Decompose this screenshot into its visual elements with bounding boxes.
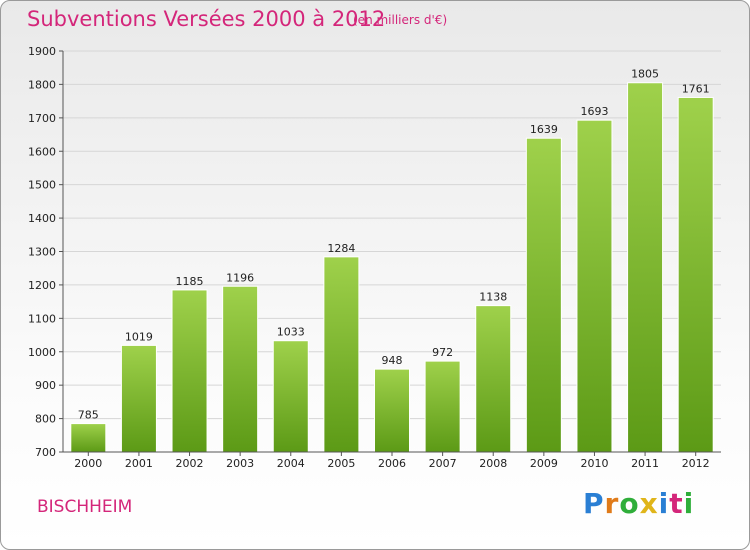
data-label-2008: 1138 [479, 291, 507, 304]
chart-title: Subventions Versées 2000 à 2012 [27, 7, 386, 31]
axes: 700 800 900 1000 1100 1200 1300 1400 1500 1600 170… [28, 45, 721, 470]
bar-2008[interactable] [475, 305, 512, 453]
bar-2006[interactable] [374, 368, 410, 453]
data-label-2004: 1033 [277, 326, 305, 339]
bar-2001[interactable] [120, 344, 157, 453]
bars: 785 1019 1185 1196 1033 1284 948 972 1138 1639 169… [70, 68, 714, 453]
y-tick-label: 900 [35, 379, 56, 392]
chart-subtitle: (en milliers d'€) [353, 13, 448, 27]
bar-2009[interactable] [525, 137, 562, 453]
y-tick-label: 1000 [28, 346, 56, 359]
bar-2003[interactable] [222, 285, 259, 453]
x-tick-label-2005: 2005 [327, 457, 355, 470]
y-tick-label: 1800 [28, 78, 56, 91]
bar-2011[interactable] [627, 82, 664, 453]
logo-letter: t [669, 487, 684, 520]
data-label-2002: 1185 [176, 275, 204, 288]
bar-2002[interactable] [171, 289, 208, 453]
y-tick-label: 1400 [28, 212, 56, 225]
bar-2012[interactable] [677, 96, 714, 453]
x-tick-label-2011: 2011 [631, 457, 659, 470]
x-tick-label-2009: 2009 [530, 457, 558, 470]
y-tick-label: 1500 [28, 179, 56, 192]
logo-letter: r [604, 487, 620, 520]
y-tick-label: 1900 [28, 45, 56, 58]
x-tick-label-2002: 2002 [176, 457, 204, 470]
data-label-2012: 1761 [682, 82, 710, 95]
logo-letter: i [683, 487, 695, 520]
x-tick-label-2008: 2008 [479, 457, 507, 470]
y-tick-label: 1600 [28, 145, 56, 158]
y-tick-label: 1300 [28, 246, 56, 259]
x-tick-label-2004: 2004 [277, 457, 305, 470]
logo-letter: i [658, 487, 670, 520]
x-tick-label-2012: 2012 [682, 457, 710, 470]
data-label-2010: 1693 [580, 105, 608, 118]
logo-letter: o [619, 487, 640, 520]
x-tick-label-2001: 2001 [125, 457, 153, 470]
y-tick-label: 700 [35, 446, 56, 459]
x-tick-label-2000: 2000 [74, 457, 102, 470]
bar-2007[interactable] [424, 360, 461, 453]
y-tick-label: 1100 [28, 312, 56, 325]
data-label-2000: 785 [78, 409, 99, 422]
data-label-2007: 972 [432, 346, 453, 359]
data-label-2009: 1639 [530, 123, 558, 136]
y-tick-label: 800 [35, 413, 56, 426]
bar-2005[interactable] [323, 256, 360, 453]
y-tick-label: 1700 [28, 112, 56, 125]
logo-letter: x [639, 487, 659, 520]
data-label-2006: 948 [382, 354, 403, 367]
city-name: BISCHHEIM [37, 497, 133, 517]
data-label-2001: 1019 [125, 330, 153, 343]
data-label-2011: 1805 [631, 68, 659, 81]
x-tick-label-2010: 2010 [580, 457, 608, 470]
data-label-2005: 1284 [327, 242, 355, 255]
x-tick-label-2006: 2006 [378, 457, 406, 470]
logo-letter: P [583, 487, 605, 520]
bar-2004[interactable] [272, 340, 309, 453]
x-tick-label-2003: 2003 [226, 457, 254, 470]
bar-2000[interactable] [70, 423, 107, 453]
proxiti-logo[interactable]: Proxiti [583, 487, 694, 520]
data-label-2003: 1196 [226, 271, 254, 284]
x-tick-label-2007: 2007 [429, 457, 457, 470]
y-tick-label: 1200 [28, 279, 56, 292]
bar-2010[interactable] [576, 119, 613, 453]
